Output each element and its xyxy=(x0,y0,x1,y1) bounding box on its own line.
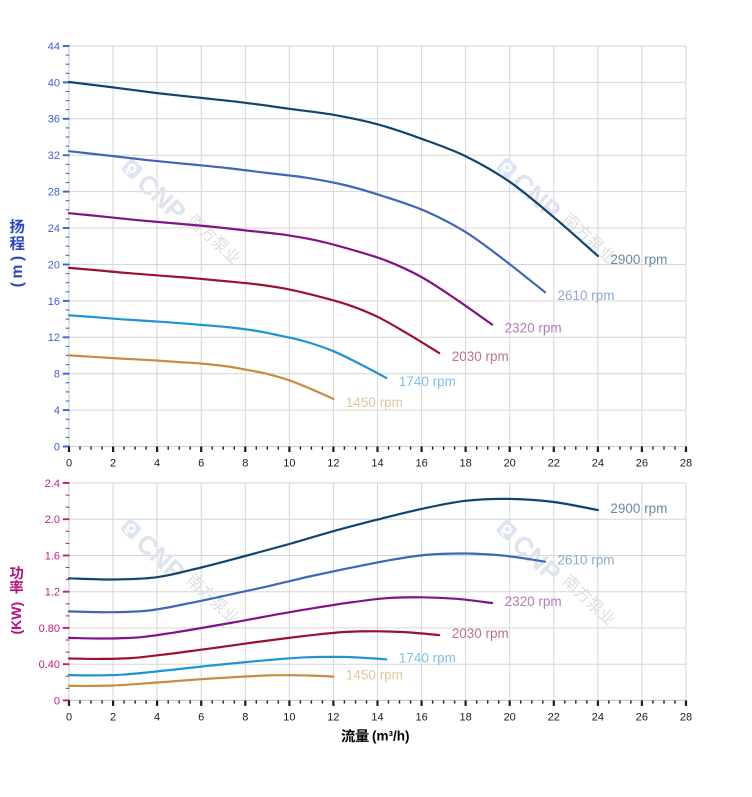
svg-text:22: 22 xyxy=(548,712,560,724)
svg-text:2320 rpm: 2320 rpm xyxy=(505,321,562,336)
svg-text:2610 rpm: 2610 rpm xyxy=(558,553,615,568)
svg-text:24: 24 xyxy=(592,458,604,470)
svg-text:2610 rpm: 2610 rpm xyxy=(558,288,615,303)
svg-text:12: 12 xyxy=(327,712,339,724)
svg-text:16: 16 xyxy=(415,712,427,724)
svg-text:36: 36 xyxy=(48,114,60,126)
svg-text:28: 28 xyxy=(680,712,692,724)
svg-text:2.0: 2.0 xyxy=(45,514,60,526)
svg-text:6: 6 xyxy=(198,458,204,470)
svg-text:26: 26 xyxy=(636,458,648,470)
svg-text:20: 20 xyxy=(504,712,516,724)
svg-text:28: 28 xyxy=(680,458,692,470)
svg-text:1.2: 1.2 xyxy=(45,587,60,599)
svg-text:2900 rpm: 2900 rpm xyxy=(610,501,667,516)
svg-text:1740 rpm: 1740 rpm xyxy=(399,650,456,665)
svg-text:4: 4 xyxy=(54,405,60,417)
svg-text:2: 2 xyxy=(110,458,116,470)
svg-text:32: 32 xyxy=(48,150,60,162)
svg-text:1.6: 1.6 xyxy=(45,550,60,562)
svg-text:0.40: 0.40 xyxy=(39,659,60,671)
svg-text:24: 24 xyxy=(592,712,604,724)
svg-text:(m³/h): (m³/h) xyxy=(372,729,410,744)
svg-text:20: 20 xyxy=(48,259,60,271)
svg-text:2030 rpm: 2030 rpm xyxy=(452,626,509,641)
svg-text:(: ( xyxy=(9,281,26,287)
svg-text:12: 12 xyxy=(48,332,60,344)
svg-text:22: 22 xyxy=(548,458,560,470)
svg-text:12: 12 xyxy=(327,458,339,470)
svg-text:8: 8 xyxy=(54,369,60,381)
svg-text:2.4: 2.4 xyxy=(45,478,60,490)
svg-text:14: 14 xyxy=(371,712,383,724)
svg-text:): ) xyxy=(9,256,26,261)
svg-text:18: 18 xyxy=(459,458,471,470)
svg-text:0: 0 xyxy=(66,712,72,724)
svg-text:10: 10 xyxy=(283,458,295,470)
svg-text:6: 6 xyxy=(198,712,204,724)
svg-text:0: 0 xyxy=(66,458,72,470)
svg-text:16: 16 xyxy=(48,296,60,308)
svg-text:20: 20 xyxy=(504,458,516,470)
svg-text:0.80: 0.80 xyxy=(39,623,60,635)
svg-text:0: 0 xyxy=(54,441,60,453)
svg-text:16: 16 xyxy=(415,458,427,470)
svg-text:28: 28 xyxy=(48,187,60,199)
svg-text:1450 rpm: 1450 rpm xyxy=(346,668,403,683)
svg-text:26: 26 xyxy=(636,712,648,724)
svg-text:40: 40 xyxy=(48,77,60,89)
svg-text:0: 0 xyxy=(54,695,60,707)
svg-text:2320 rpm: 2320 rpm xyxy=(505,594,562,609)
svg-text:1450 rpm: 1450 rpm xyxy=(346,395,403,410)
svg-text:m: m xyxy=(9,265,26,279)
svg-text:2030 rpm: 2030 rpm xyxy=(452,349,509,364)
svg-text:4: 4 xyxy=(154,712,160,724)
svg-text:44: 44 xyxy=(48,41,60,53)
svg-text:24: 24 xyxy=(48,223,60,235)
svg-text:8: 8 xyxy=(242,712,248,724)
svg-text:14: 14 xyxy=(371,458,383,470)
svg-text:2900 rpm: 2900 rpm xyxy=(610,252,667,267)
svg-text:10: 10 xyxy=(283,712,295,724)
svg-text:8: 8 xyxy=(242,458,248,470)
svg-text:1740 rpm: 1740 rpm xyxy=(399,374,456,389)
svg-text:2: 2 xyxy=(110,712,116,724)
svg-text:18: 18 xyxy=(459,712,471,724)
svg-text:4: 4 xyxy=(154,458,160,470)
svg-text:(KW): (KW) xyxy=(8,602,24,635)
